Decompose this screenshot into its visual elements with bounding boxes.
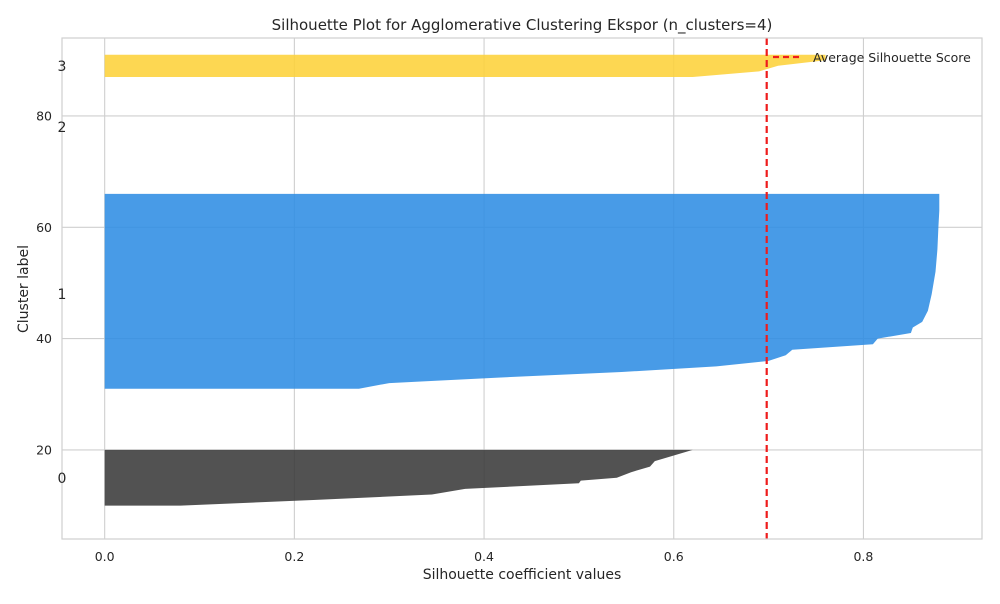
x-tick-label: 0.4 bbox=[474, 549, 494, 564]
chart-title: Silhouette Plot for Agglomerative Cluste… bbox=[272, 16, 773, 35]
y-axis-label: Cluster label bbox=[16, 245, 32, 333]
x-tick-label: 0.6 bbox=[664, 549, 684, 564]
cluster-label-1: 1 bbox=[58, 287, 67, 303]
silhouette-cluster-3 bbox=[104, 54, 826, 77]
x-tick-label: 0.2 bbox=[284, 549, 304, 564]
plot-frame bbox=[61, 37, 983, 540]
cluster-label-0: 0 bbox=[58, 471, 67, 487]
axes-layer bbox=[61, 37, 983, 540]
x-tick-label: 0.8 bbox=[853, 549, 873, 564]
x-axis-label: Silhouette coefficient values bbox=[423, 567, 622, 583]
y-tick-label: 80 bbox=[36, 108, 52, 123]
y-tick-label: 40 bbox=[36, 331, 52, 346]
x-tick-label: 0.0 bbox=[95, 549, 115, 564]
y-tick-label: 60 bbox=[36, 220, 52, 235]
cluster-label-2: 2 bbox=[58, 120, 67, 136]
legend: Average Silhouette Score bbox=[773, 50, 971, 65]
silhouette-cluster-1 bbox=[104, 193, 940, 389]
cluster-layer bbox=[104, 54, 940, 506]
cluster-label-3: 3 bbox=[58, 59, 67, 75]
cluster-label-layer: 0 1 2 3 bbox=[58, 59, 67, 487]
silhouette-cluster-0 bbox=[104, 449, 693, 506]
y-tick-label: 20 bbox=[36, 442, 52, 457]
legend-label-average: Average Silhouette Score bbox=[813, 50, 971, 65]
